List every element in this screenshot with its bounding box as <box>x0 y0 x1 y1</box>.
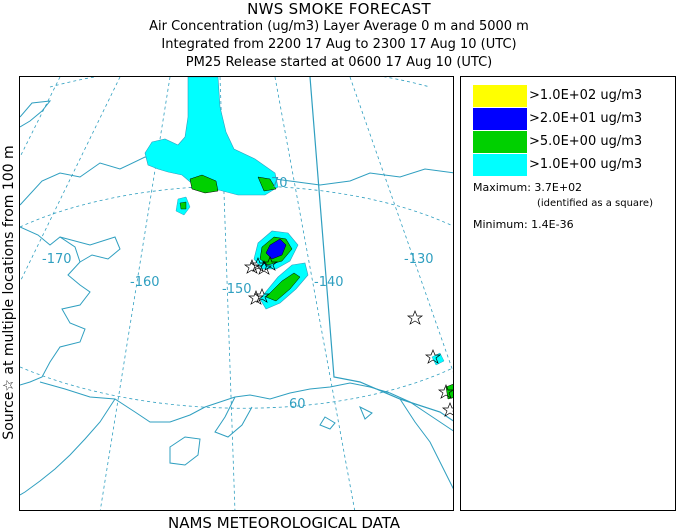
kodiak-island <box>169 436 201 466</box>
lat-label-70: 70 <box>271 176 288 191</box>
source-star-marker <box>406 310 424 325</box>
legend-label: >2.0E+01 ug/m3 <box>529 111 643 126</box>
legend-label: >1.0E+00 ug/m3 <box>529 157 643 172</box>
plume-southeast-green <box>445 383 453 400</box>
legend-swatch-blue <box>473 108 527 130</box>
legend-swatch-green <box>473 131 527 153</box>
source-star-marker <box>253 288 271 303</box>
plume-central-blue <box>265 238 287 260</box>
plume-small-green <box>179 201 187 210</box>
source-markers <box>243 256 453 417</box>
plume-north-green-2 <box>257 176 277 192</box>
source-star-marker <box>247 290 265 305</box>
subtitle-integration-period: Integrated from 2200 17 Aug to 2300 17 A… <box>161 37 517 52</box>
lon-line-140 <box>274 77 356 510</box>
island-1 <box>319 416 336 430</box>
source-star-marker <box>441 402 453 417</box>
source-star-marker <box>424 349 442 364</box>
lon-label-160: -160 <box>130 275 160 290</box>
lon-label-140: -140 <box>314 275 344 290</box>
maximum-value: Maximum: 3.7E+02 <box>473 181 583 194</box>
coastline <box>20 100 453 496</box>
legend-swatch-cyan <box>473 154 527 176</box>
us-canada-border <box>309 77 453 422</box>
source-side-label: Source☆ at multiple locations from 100 m <box>1 145 17 440</box>
subtitle-release-start: PM25 Release started at 0600 17 Aug 10 (… <box>185 55 493 70</box>
plume-north-green <box>189 174 219 194</box>
kenai-peninsula <box>214 396 253 438</box>
lat-line-80 <box>49 77 431 88</box>
plume-south-green <box>265 272 301 302</box>
lon-line-130 <box>349 77 453 373</box>
lon-label-130: -130 <box>404 252 434 267</box>
legend-swatch-yellow <box>473 85 527 107</box>
bristol-bay <box>39 381 453 432</box>
northwest-cape <box>20 100 52 128</box>
lon-line-170 <box>20 77 121 283</box>
lat-label-60: 60 <box>289 397 306 412</box>
smoke-plume-central <box>253 230 453 400</box>
smoke-plume-north <box>144 77 279 216</box>
source-star-marker <box>243 259 261 274</box>
legend-panel: >1.0E+02 ug/m3 >2.0E+01 ug/m3 >5.0E+00 u… <box>460 76 676 511</box>
source-star-marker <box>261 256 279 271</box>
map-canvas: -170 -160 -150 -140 -130 70 60 <box>20 77 453 510</box>
grid-labels: -170 -160 -150 -140 -130 70 60 <box>42 176 434 412</box>
western-coast <box>20 226 91 386</box>
smoke-map: -170 -160 -150 -140 -130 70 60 <box>19 76 454 511</box>
legend-label: >1.0E+02 ug/m3 <box>529 88 643 103</box>
page-title: NWS SMOKE FORECAST <box>247 0 431 18</box>
lon-label-170: -170 <box>42 252 72 267</box>
plume-southeast-cyan <box>431 352 445 366</box>
source-star-marker <box>437 384 453 399</box>
lon-label-150: -150 <box>222 282 252 297</box>
lat-line-60 <box>20 366 453 409</box>
minimum-value: Minimum: 1.4E-36 <box>473 218 574 231</box>
lon-line-180 <box>20 77 61 158</box>
source-star-marker <box>255 260 273 275</box>
maximum-note: (identified as a square) <box>537 198 653 209</box>
norton-sound <box>59 236 121 263</box>
island-2 <box>359 405 373 420</box>
subtitle-concentration: Air Concentration (ug/m3) Layer Average … <box>149 19 529 34</box>
legend-label: >5.0E+00 ug/m3 <box>529 134 643 149</box>
alaska-peninsula <box>20 398 116 496</box>
panhandle-coast <box>399 398 453 490</box>
footer-data-source: NAMS METEOROLOGICAL DATA <box>168 514 400 532</box>
